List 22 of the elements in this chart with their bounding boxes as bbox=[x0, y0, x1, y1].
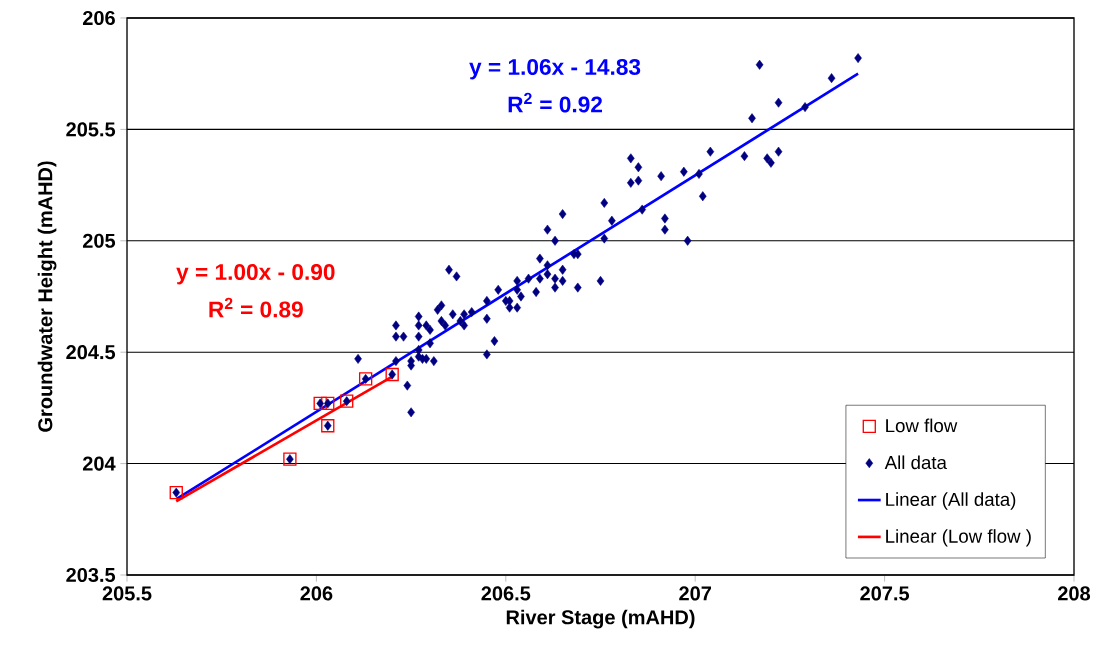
legend-label: Low flow bbox=[886, 418, 958, 433]
annotation: y = 1.00x - 0.90 bbox=[176, 263, 335, 285]
x-axis-title: River Stage (mAHD) bbox=[506, 609, 695, 629]
y-tick-label: 206 bbox=[82, 10, 115, 26]
y-tick-label: 203.5 bbox=[66, 567, 116, 583]
legend-label: Linear (All data) bbox=[886, 492, 1016, 510]
legend-label: All data bbox=[884, 455, 947, 470]
annotation: R$^{2}$ = 0.92 bbox=[508, 92, 603, 113]
x-tick-label: 206.5 bbox=[481, 586, 531, 601]
x-tick-label: 208 bbox=[1058, 586, 1091, 601]
annotation: R$^{2}$ = 0.89 bbox=[209, 297, 303, 318]
y-axis-title: Groundwater Height (mAHD) bbox=[37, 161, 57, 432]
y-tick-label: 204.5 bbox=[66, 345, 116, 360]
legend-label: Linear (Low flow ) bbox=[886, 529, 1031, 547]
x-tick-label: 205.5 bbox=[102, 586, 152, 601]
y-tick-label: 205.5 bbox=[66, 122, 116, 137]
y-tick-label: 204 bbox=[82, 456, 116, 471]
y-tick-label: 205 bbox=[82, 233, 116, 248]
annotation: y = 1.06x - 14.83 bbox=[469, 58, 641, 80]
x-tick-label: 207 bbox=[679, 586, 711, 601]
x-tick-label: 207.5 bbox=[860, 586, 910, 601]
x-tick-label: 206 bbox=[300, 586, 333, 601]
